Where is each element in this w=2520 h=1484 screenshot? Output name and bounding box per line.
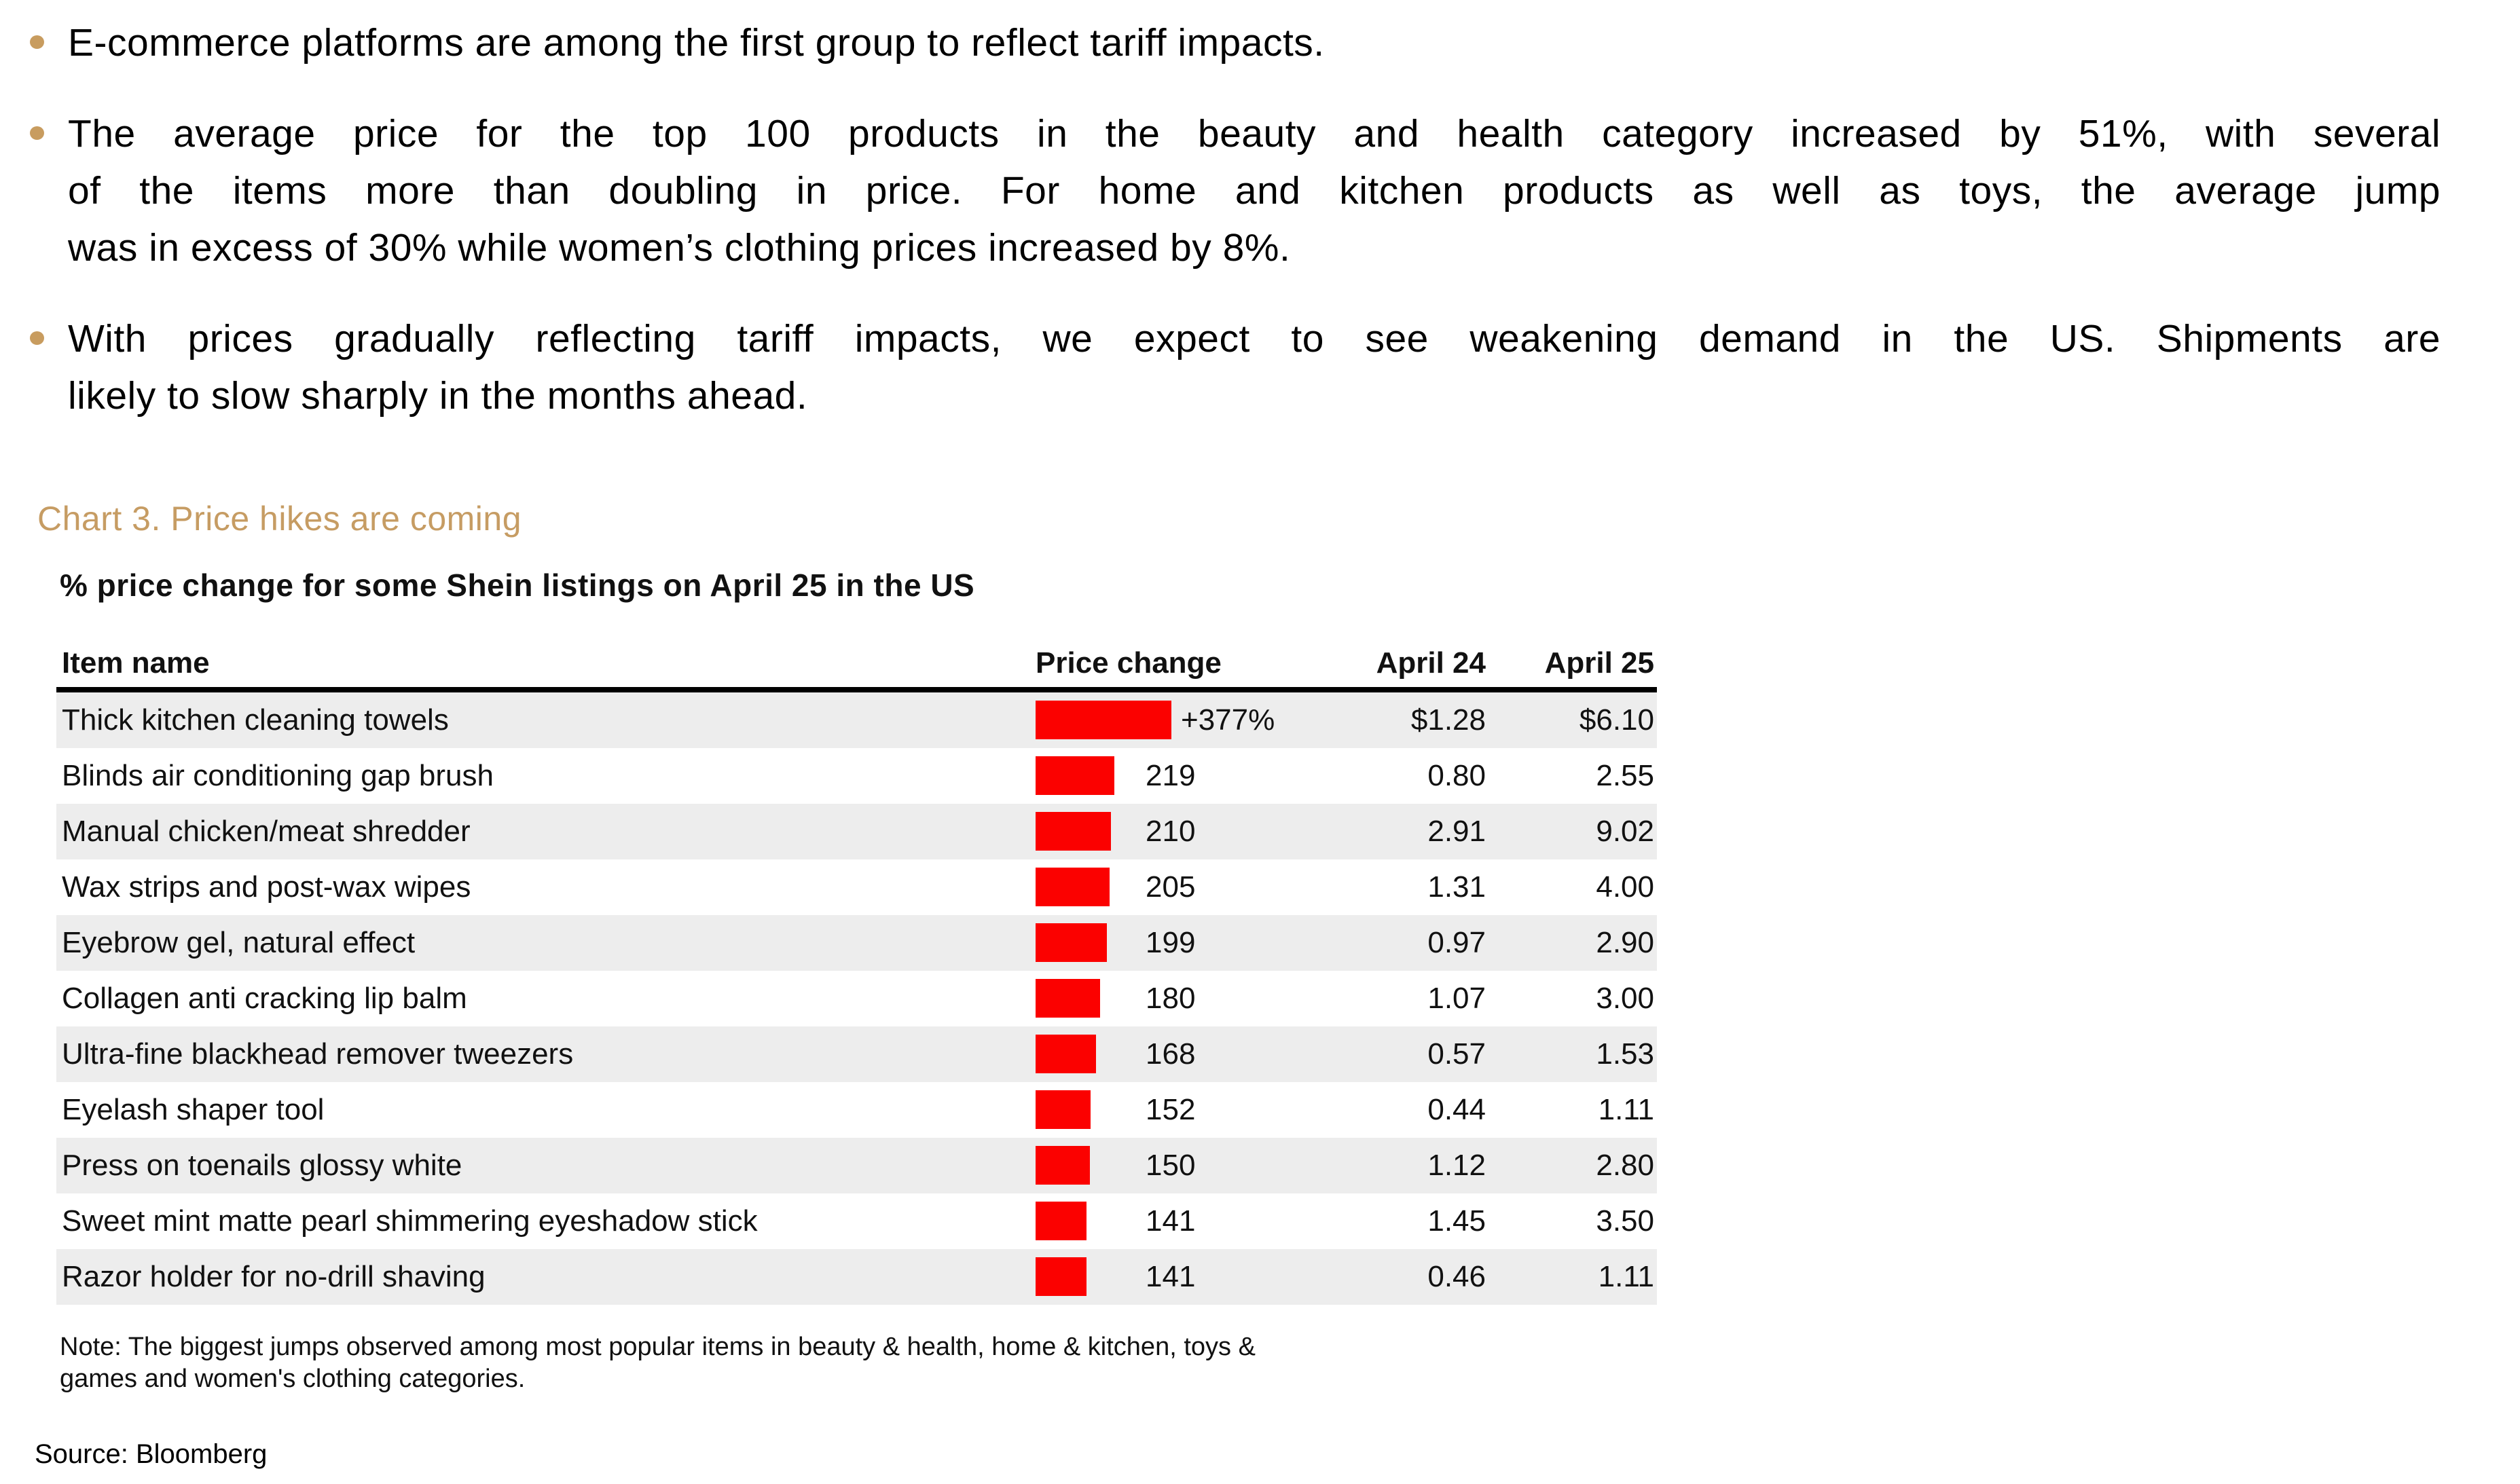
bullet-dot-icon bbox=[30, 331, 44, 345]
price-change-value: 141 bbox=[1146, 1204, 1196, 1238]
item-name-cell: Sweet mint matte pearl shimmering eyesha… bbox=[62, 1204, 758, 1238]
item-name-cell: Collagen anti cracking lip balm bbox=[62, 982, 467, 1015]
april-25-cell: 2.80 bbox=[1596, 1149, 1654, 1182]
bullet-item: E-commerce platforms are among the first… bbox=[30, 14, 2441, 71]
april-24-cell: $1.28 bbox=[1410, 703, 1486, 737]
price-change-bar bbox=[1036, 1035, 1096, 1073]
chart-subtitle: % price change for some Shein listings o… bbox=[60, 568, 975, 603]
price-change-bar bbox=[1036, 1257, 1086, 1296]
april-24-cell: 1.12 bbox=[1427, 1149, 1486, 1182]
price-change-value: 210 bbox=[1146, 815, 1196, 848]
bullet-text-line: of the items more than doubling in price… bbox=[68, 169, 2441, 212]
item-name-cell: Ultra-fine blackhead remover tweezers bbox=[62, 1037, 574, 1071]
april-24-cell: 0.80 bbox=[1427, 759, 1486, 792]
price-change-value: 180 bbox=[1146, 982, 1196, 1015]
price-change-bar bbox=[1036, 979, 1100, 1018]
april-25-cell: 3.00 bbox=[1596, 982, 1654, 1015]
april-25-cell: 2.90 bbox=[1596, 926, 1654, 959]
april-25-cell: 2.55 bbox=[1596, 759, 1654, 792]
price-change-bar bbox=[1036, 1090, 1091, 1129]
bullet-text-line: E-commerce platforms are among the first… bbox=[68, 21, 1325, 64]
column-header-item-name: Item name bbox=[62, 646, 210, 680]
bullet-text-line: With prices gradually reflecting tariff … bbox=[68, 317, 2441, 360]
price-change-value: 141 bbox=[1146, 1260, 1196, 1293]
table-header-row: Item name Price change April 24 April 25 bbox=[56, 639, 1657, 687]
item-name-cell: Razor holder for no-drill shaving bbox=[62, 1260, 486, 1293]
april-24-cell: 0.46 bbox=[1427, 1260, 1486, 1293]
april-25-cell: $6.10 bbox=[1579, 703, 1654, 737]
april-25-cell: 1.11 bbox=[1598, 1093, 1654, 1126]
item-name-cell: Wax strips and post-wax wipes bbox=[62, 870, 471, 904]
price-change-bar bbox=[1036, 701, 1171, 739]
chart-heading: Chart 3. Price hikes are coming bbox=[37, 500, 522, 538]
table-row: Collagen anti cracking lip balm 180 1.07 3.… bbox=[56, 971, 1657, 1026]
table-row: Thick kitchen cleaning towels +377% $1.28 $… bbox=[56, 692, 1657, 748]
header-divider bbox=[56, 687, 1657, 692]
price-change-value: +377% bbox=[1181, 703, 1275, 737]
april-24-cell: 0.44 bbox=[1427, 1093, 1486, 1126]
price-change-bar bbox=[1036, 868, 1110, 906]
bullet-text: E-commerce platforms are among the first… bbox=[68, 14, 2441, 71]
april-24-cell: 1.31 bbox=[1427, 870, 1486, 904]
price-change-bar bbox=[1036, 812, 1111, 851]
bullet-text: The average price for the top 100 produc… bbox=[68, 105, 2441, 276]
bullet-text: With prices gradually reflecting tariff … bbox=[68, 310, 2441, 424]
table-row: Eyelash shaper tool 152 0.44 1.11 bbox=[56, 1082, 1657, 1138]
bullet-item: The average price for the top 100 produc… bbox=[30, 105, 2441, 276]
item-name-cell: Thick kitchen cleaning towels bbox=[62, 703, 449, 737]
chart-note-line-1: Note: The biggest jumps observed among m… bbox=[60, 1333, 1256, 1361]
source-label: Source: Bloomberg bbox=[35, 1439, 268, 1469]
bullet-text-line: The average price for the top 100 produc… bbox=[68, 112, 2441, 155]
april-25-cell: 4.00 bbox=[1596, 870, 1654, 904]
price-change-value: 152 bbox=[1146, 1093, 1196, 1126]
table-row: Press on toenails glossy white 150 1.12 2.8… bbox=[56, 1138, 1657, 1193]
april-25-cell: 1.53 bbox=[1596, 1037, 1654, 1071]
price-change-bar bbox=[1036, 756, 1114, 795]
april-24-cell: 0.97 bbox=[1427, 926, 1486, 959]
april-24-cell: 2.91 bbox=[1427, 815, 1486, 848]
price-change-bar bbox=[1036, 1202, 1086, 1240]
bullet-text-line: was in excess of 30% while women’s cloth… bbox=[68, 226, 1291, 270]
price-change-bar bbox=[1036, 1146, 1090, 1185]
bullet-list: E-commerce platforms are among the first… bbox=[30, 14, 2441, 458]
column-header-price-change: Price change bbox=[1036, 646, 1222, 680]
april-25-cell: 1.11 bbox=[1598, 1260, 1654, 1293]
item-name-cell: Manual chicken/meat shredder bbox=[62, 815, 471, 848]
chart-note-line-2: games and women's clothing categories. bbox=[60, 1365, 526, 1393]
price-change-value: 168 bbox=[1146, 1037, 1196, 1071]
bullet-dot-icon bbox=[30, 126, 44, 140]
bullet-dot-icon bbox=[30, 35, 44, 49]
table-row: Razor holder for no-drill shaving 141 0.46… bbox=[56, 1249, 1657, 1305]
column-header-april-24: April 24 bbox=[1376, 646, 1486, 680]
price-change-value: 205 bbox=[1146, 870, 1196, 904]
table-body: Thick kitchen cleaning towels +377% $1.28 $… bbox=[56, 692, 1657, 1305]
column-header-april-25: April 25 bbox=[1544, 646, 1654, 680]
april-24-cell: 1.07 bbox=[1427, 982, 1486, 1015]
april-25-cell: 3.50 bbox=[1596, 1204, 1654, 1238]
price-change-value: 199 bbox=[1146, 926, 1196, 959]
table-row: Eyebrow gel, natural effect 199 0.97 2.90 bbox=[56, 915, 1657, 971]
item-name-cell: Blinds air conditioning gap brush bbox=[62, 759, 494, 792]
chart-note: Note: The biggest jumps observed among m… bbox=[60, 1331, 1256, 1395]
table-row: Sweet mint matte pearl shimmering eyesha… bbox=[56, 1193, 1657, 1249]
item-name-cell: Eyebrow gel, natural effect bbox=[62, 926, 416, 959]
price-change-value: 150 bbox=[1146, 1149, 1196, 1182]
table-row: Blinds air conditioning gap brush 219 0.80… bbox=[56, 748, 1657, 804]
item-name-cell: Eyelash shaper tool bbox=[62, 1093, 325, 1126]
table-row: Manual chicken/meat shredder 210 2.91 9.02 bbox=[56, 804, 1657, 859]
april-24-cell: 1.45 bbox=[1427, 1204, 1486, 1238]
table-row: Wax strips and post-wax wipes 205 1.31 4.00 bbox=[56, 859, 1657, 915]
bullet-item: With prices gradually reflecting tariff … bbox=[30, 310, 2441, 424]
bullet-text-line: likely to slow sharply in the months ahe… bbox=[68, 374, 808, 418]
price-change-value: 219 bbox=[1146, 759, 1196, 792]
price-change-bar bbox=[1036, 923, 1107, 962]
april-25-cell: 9.02 bbox=[1596, 815, 1654, 848]
item-name-cell: Press on toenails glossy white bbox=[62, 1149, 462, 1182]
price-table: Item name Price change April 24 April 25… bbox=[56, 639, 1657, 1305]
table-row: Ultra-fine blackhead remover tweezers 168… bbox=[56, 1026, 1657, 1082]
april-24-cell: 0.57 bbox=[1427, 1037, 1486, 1071]
